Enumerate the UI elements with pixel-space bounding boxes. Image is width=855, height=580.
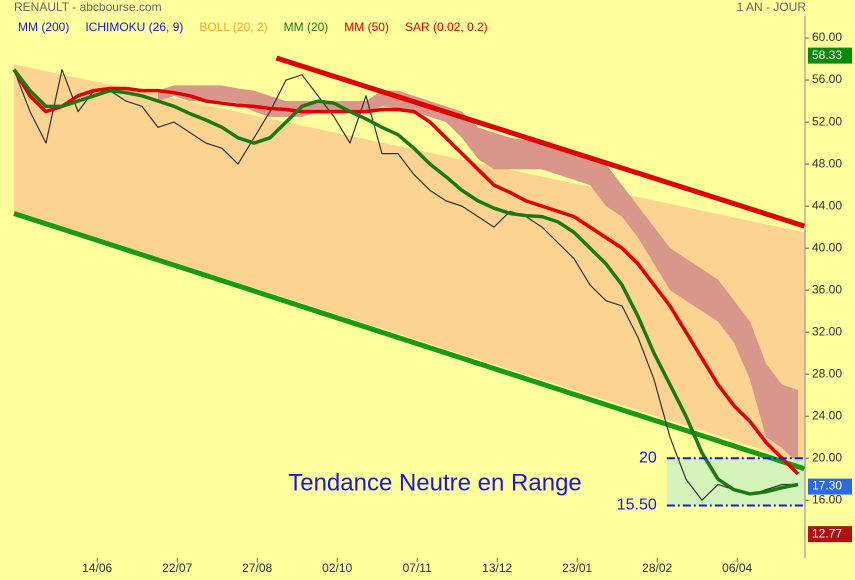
annotation: Tendance Neutre en Range: [288, 469, 582, 496]
x-tick-label: 28/02: [642, 561, 672, 575]
y-tick-label: 52.00: [812, 114, 842, 128]
legend-entry: MM (20): [284, 20, 329, 34]
channel-band: [14, 64, 805, 464]
x-tick-label: 07/11: [403, 561, 432, 575]
x-tick-label: 14/06: [82, 561, 112, 575]
price-tag: [808, 478, 852, 495]
x-tick-label: 27/08: [242, 561, 272, 575]
y-tick-label: 28.00: [812, 366, 842, 380]
price-tag-label: 17.30: [812, 479, 842, 493]
y-tick-label: 56.00: [812, 72, 842, 86]
trendline: [13, 211, 806, 472]
trendline: [275, 55, 806, 229]
ichimoku-cloud: [158, 85, 798, 464]
legend-entry: MM (50): [344, 20, 389, 34]
y-tick-label: 16.00: [812, 492, 842, 506]
x-tick-label: 22/07: [162, 561, 192, 575]
chart-title: RENAULT - abcbourse.com: [14, 0, 162, 14]
y-tick-label: 24.00: [812, 408, 842, 422]
range-top-label: 20: [639, 449, 657, 466]
x-tick-label: 02/10: [322, 561, 352, 575]
y-tick-label: 40.00: [812, 240, 842, 254]
y-tick-label: 48.00: [812, 156, 842, 170]
x-tick-label: 13/12: [482, 561, 512, 575]
y-tick-label: 32.00: [812, 324, 842, 338]
x-tick-label: 06/04: [722, 561, 752, 575]
price-tag: [808, 47, 852, 64]
y-tick-label: 20.00: [812, 450, 842, 464]
x-tick-label: 23/01: [562, 561, 592, 575]
legend-entry: MM (200): [18, 20, 69, 34]
price-tag-label: 58.33: [812, 48, 842, 62]
range-bottom-label: 15.50: [617, 497, 657, 514]
y-tick-label: 36.00: [812, 282, 842, 296]
price-tag-label: 12.77: [812, 526, 842, 540]
period-label: 1 AN - JOUR: [737, 0, 807, 14]
moving-average: [12, 68, 800, 476]
moving-average: [12, 68, 799, 496]
price-tag: [808, 526, 852, 543]
range-box: [666, 458, 805, 506]
legend-entry: BOLL (20, 2): [199, 20, 267, 34]
y-tick-label: 44.00: [812, 198, 842, 212]
price-line: [13, 68, 798, 501]
legend-entry: ICHIMOKU (26, 9): [85, 20, 183, 34]
y-tick-label: 60.00: [812, 30, 842, 44]
legend-entry: SAR (0.02, 0.2): [405, 20, 488, 34]
